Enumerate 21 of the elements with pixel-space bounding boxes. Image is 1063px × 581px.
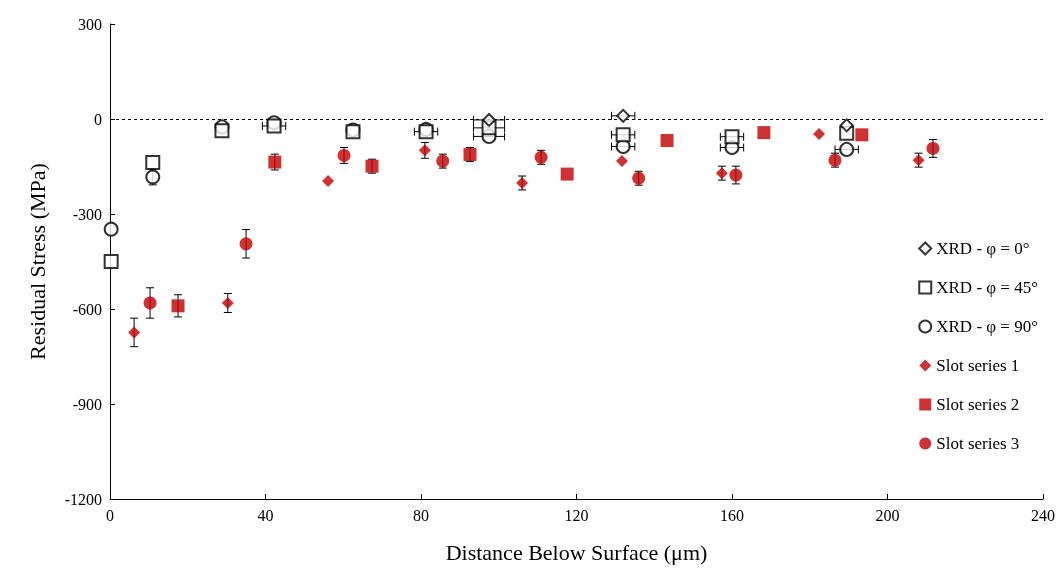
x-tick-label: 40 xyxy=(257,506,274,524)
y-axis-title: Residual Stress (MPa) xyxy=(24,163,50,360)
x-tick-label: 240 xyxy=(1031,506,1055,524)
x-tick-label: 80 xyxy=(413,506,429,524)
x-tick-label: 160 xyxy=(720,506,744,524)
y-tick-label: 300 xyxy=(78,15,102,33)
legend-label: XRD - φ = 0° xyxy=(936,239,1030,258)
x-tick-label: 0 xyxy=(106,506,114,524)
legend-label: XRD - φ = 90° xyxy=(936,317,1039,336)
x-tick-label: 120 xyxy=(564,506,589,524)
y-tick-label: -900 xyxy=(72,395,102,413)
y-tick-label: 0 xyxy=(94,110,102,128)
x-axis-title: Distance Below Surface (μm) xyxy=(445,539,708,565)
legend-label: Slot series 1 xyxy=(936,356,1020,375)
legend-label: Slot series 2 xyxy=(936,395,1020,414)
y-tick-label: -600 xyxy=(72,300,102,318)
y-tick-label: -1200 xyxy=(64,490,102,508)
y-tick-label: -300 xyxy=(72,205,102,223)
x-tick-label: 200 xyxy=(875,506,900,524)
legend-label: Slot series 3 xyxy=(936,434,1020,453)
legend-label: XRD - φ = 45° xyxy=(936,278,1039,297)
